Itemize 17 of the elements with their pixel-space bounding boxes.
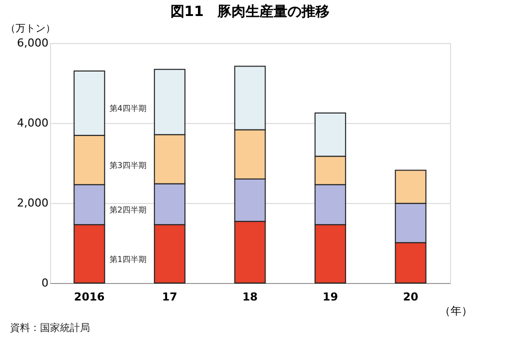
series-label: 第4四半期: [109, 104, 146, 114]
y-tick-label: 0: [42, 276, 48, 290]
series-label: 第3四半期: [109, 161, 146, 170]
x-tick-label: 2016: [74, 290, 106, 304]
x-axis-title: （年）: [440, 304, 472, 318]
y-tick-label: 6,000: [17, 36, 48, 50]
x-tick-label: 19: [322, 290, 338, 304]
series-label: 第2四半期: [109, 206, 146, 215]
series-label: 第1四半期: [109, 254, 146, 264]
chart-title: 図11 豚肉生産量の推移: [170, 3, 330, 20]
x-tick-label: 17: [162, 290, 178, 304]
y-axis-title: （万トン）: [6, 24, 56, 34]
x-tick-label: 18: [242, 290, 258, 304]
y-tick-label: 2,000: [17, 196, 48, 210]
y-tick-label: 4,000: [17, 116, 48, 130]
text: 資料：国家統計局: [10, 322, 90, 334]
x-tick-label: 20: [402, 290, 419, 304]
